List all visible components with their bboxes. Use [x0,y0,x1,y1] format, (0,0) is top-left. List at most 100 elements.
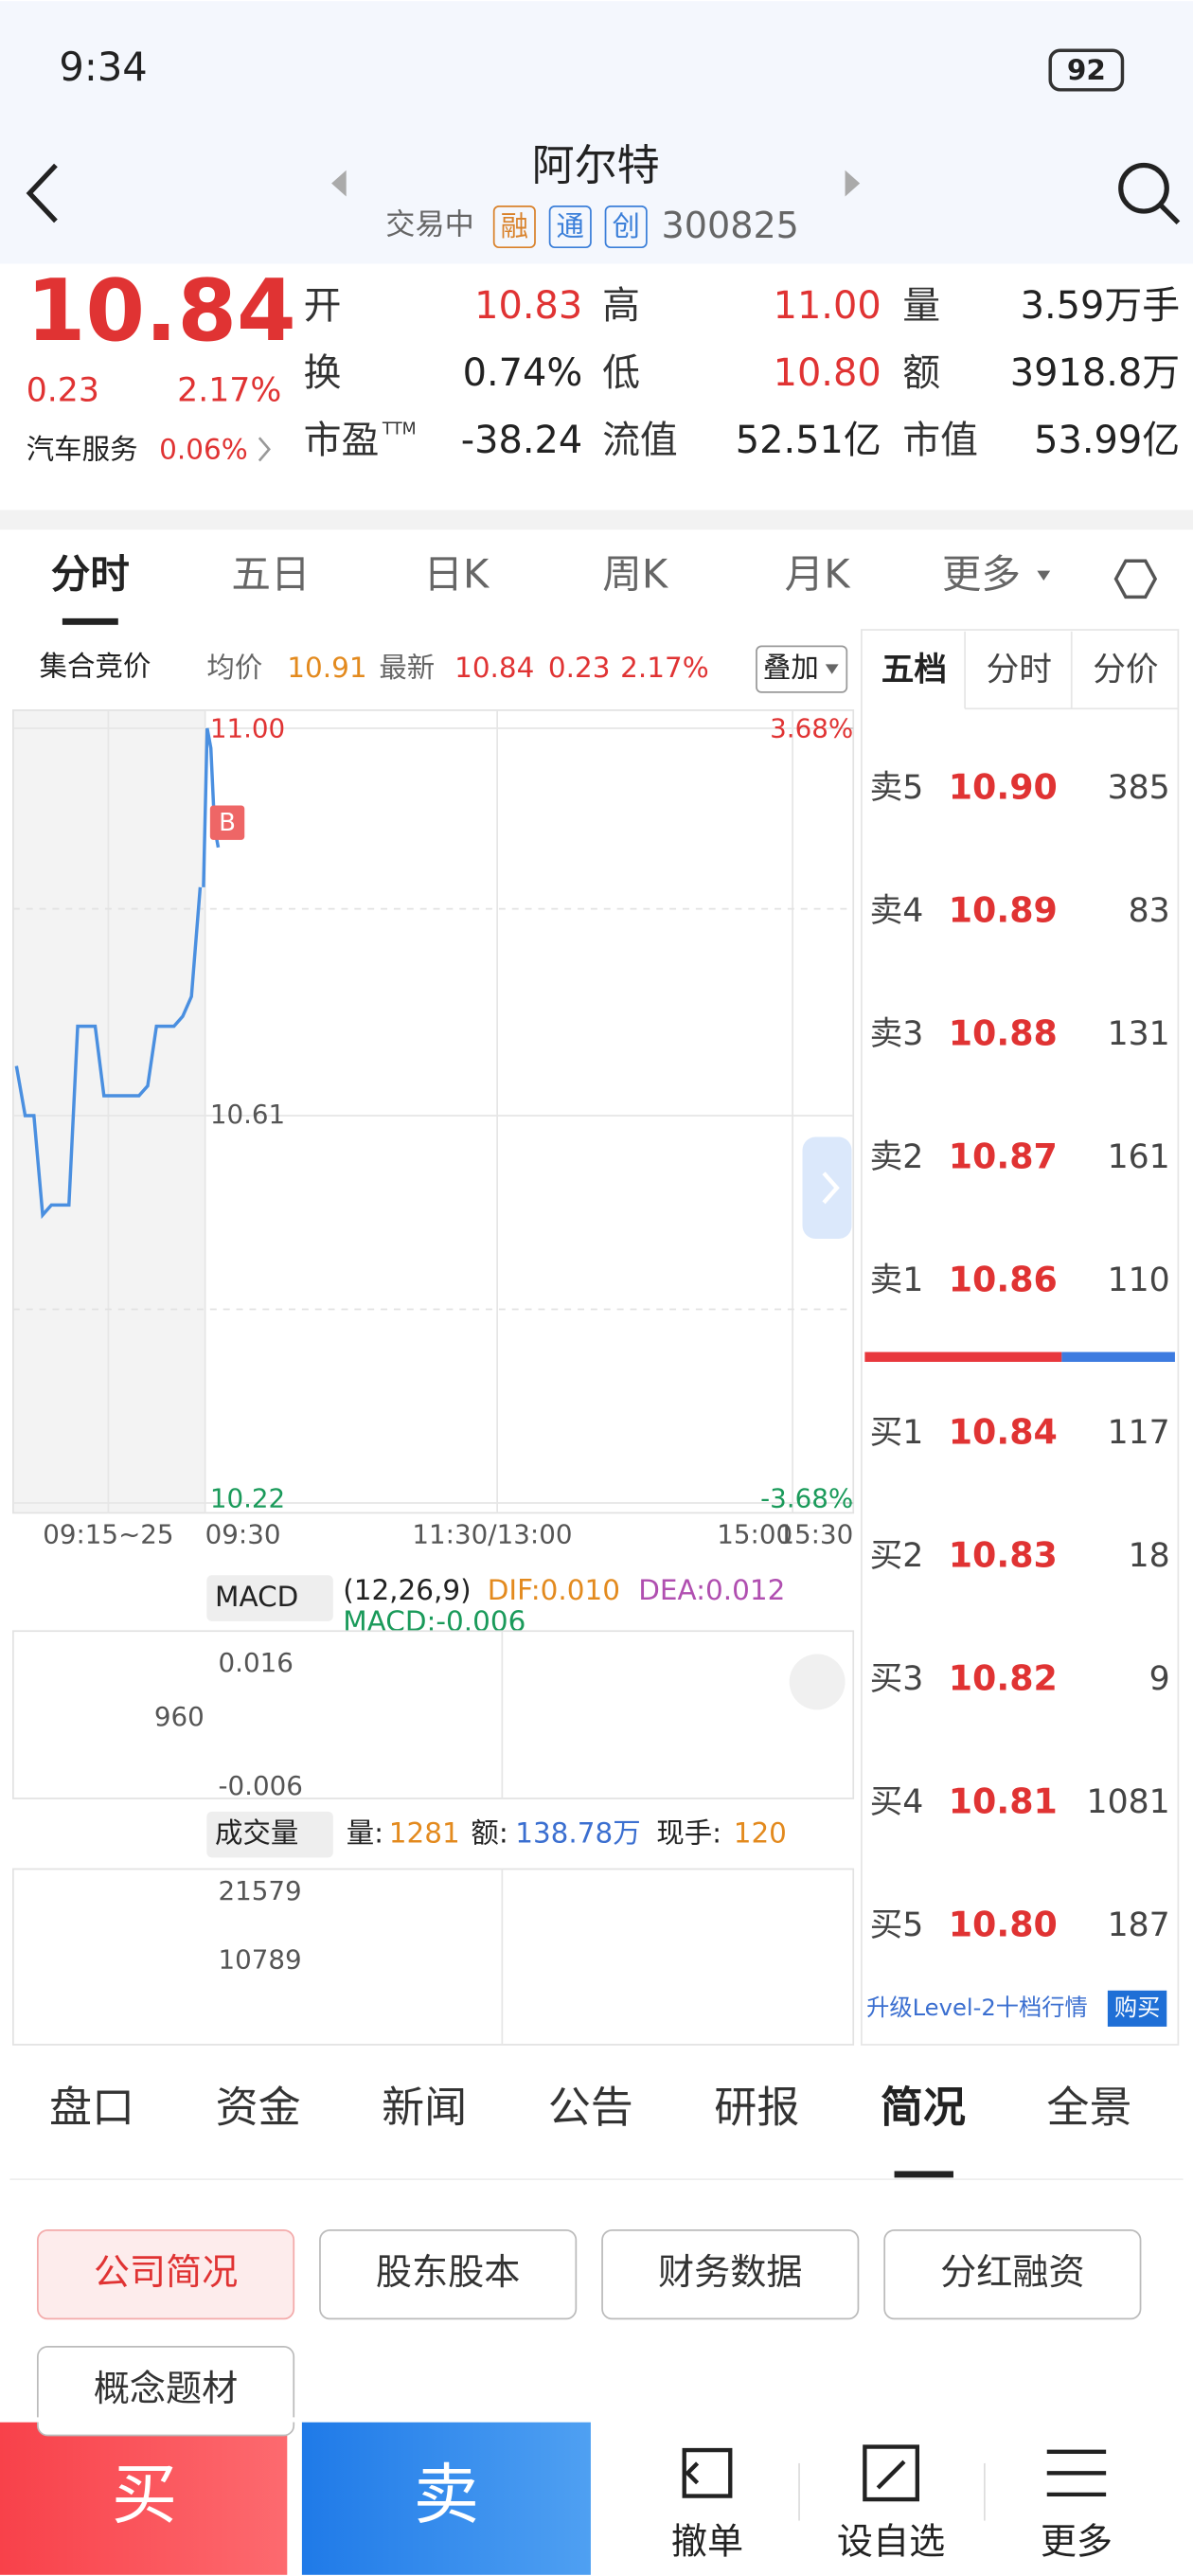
chart-tab[interactable]: 日K [423,551,490,598]
badge-box [492,205,536,249]
quote-bg [0,263,1193,510]
ob-volume: 161 [1108,1138,1170,1176]
avg: 10.91 [287,652,366,684]
y-tick-label: 11.00 [210,713,285,744]
stat-label: 开 [304,284,342,328]
profile-button[interactable] [36,2346,295,2437]
chart-frame [11,709,855,1514]
profile-button-label: 公司简况 [94,2251,238,2293]
clock: 9:34 [59,44,147,90]
chart-tab[interactable]: 月K [785,551,852,598]
stat-label: 市盈 [304,419,380,462]
pct-tick-label: 3.68% [770,713,853,744]
action-label[interactable]: 设自选 [837,2520,945,2562]
info-tab[interactable]: 新闻 [382,2082,467,2132]
ob-price: 10.86 [949,1260,1058,1300]
ob-label: 卖2 [870,1138,924,1176]
x-tick-label: 15:00 [717,1519,792,1550]
battery: 92 [1067,54,1106,86]
profile-button-label: 分红融资 [940,2251,1084,2293]
expand-icon [822,1172,840,1205]
sell-label: 卖 [414,2458,479,2533]
badge-box [548,205,592,249]
stat-value: 53.99亿 [1034,419,1180,462]
watchlist-icon[interactable] [863,2444,919,2502]
macd-name: MACD [215,1581,298,1613]
y-tick-label: 10.61 [210,1099,285,1130]
chart-tab[interactable]: 周K [602,551,669,598]
sell-button[interactable] [301,2422,591,2575]
profile-button[interactable] [319,2228,578,2320]
prev-icon[interactable] [331,170,347,197]
volume-box[interactable] [206,1811,333,1858]
action-label[interactable]: 更多 [1041,2520,1113,2562]
ob-label: 买3 [870,1660,924,1698]
expand-button[interactable] [802,1136,852,1240]
macd-top: 0.016 [219,1647,294,1678]
upgrade-link[interactable]: 升级Level-2十档行情 [866,1994,1088,2021]
profile-button-label: 股东股本 [376,2251,520,2293]
hand: 120 [734,1817,787,1850]
ob-tab[interactable]: 五档 [881,651,947,689]
ob-volume: 18 [1129,1537,1170,1575]
info-tab[interactable]: 资金 [216,2082,301,2132]
overlay-box[interactable] [756,645,848,693]
badge: 融 [501,210,528,242]
stat-value: 10.80 [774,351,881,395]
dropdown-arrow [825,664,839,674]
chevron [258,437,271,462]
profile-button[interactable] [883,2228,1142,2320]
ob-volume: 110 [1108,1261,1170,1299]
amount: 138.78万 [515,1817,641,1850]
search-icon-handle [1158,203,1181,225]
stat-label: 额 [902,351,940,395]
purchase-box[interactable] [1107,1990,1167,2027]
macd-level: 960 [154,1701,205,1732]
ob-tab[interactable]: 分价 [1093,651,1158,689]
macd-box[interactable] [206,1575,333,1621]
price: 10.84 [27,261,296,361]
ob-price: 10.87 [949,1136,1058,1177]
latest-pct: 2.17% [620,652,709,684]
ob-price: 10.89 [949,890,1058,931]
macd-frame [11,1630,855,1799]
ob-label: 卖1 [870,1261,924,1299]
profile-button[interactable] [36,2228,295,2320]
pct-tick-label: -3.68% [760,1483,853,1514]
y-tick-label: 10.22 [210,1483,285,1514]
chart-tab[interactable]: 更多 [942,551,1021,598]
settings-icon[interactable] [1113,559,1158,599]
search-icon[interactable] [1118,162,1169,214]
trade-status: 交易中 [385,208,474,242]
ob-price: 10.84 [949,1412,1058,1453]
back-icon[interactable] [26,163,58,224]
vol-label: 量: [347,1817,383,1850]
bottom-cover [0,2417,1193,2423]
ob-label: 买1 [870,1414,924,1452]
fullscreen-button[interactable] [789,1654,846,1710]
action-label[interactable]: 撤单 [671,2520,743,2562]
profile-button[interactable] [601,2228,860,2320]
ob-tab[interactable]: 分时 [987,651,1052,689]
hand-label: 现手: [656,1817,721,1850]
chart-tab[interactable]: 五日 [231,551,310,598]
buy-ratio [1061,1351,1175,1362]
stat-label: 低 [602,351,640,395]
info-tab[interactable]: 研报 [714,2082,799,2132]
info-tab[interactable]: 公告 [548,2082,633,2132]
more-icon[interactable] [1046,2449,1107,2497]
cancel-icon[interactable] [682,2447,733,2498]
buy-button[interactable] [0,2422,288,2575]
next-icon[interactable] [845,170,861,197]
ob-volume: 385 [1108,769,1170,807]
ob-price: 10.82 [949,1658,1058,1699]
info-tab[interactable]: 简况 [881,2082,966,2132]
info-tab[interactable]: 全景 [1046,2082,1131,2132]
sell-ratio [864,1351,1062,1362]
info-tab[interactable]: 盘口 [49,2082,134,2132]
macd-params: (12,26,9) [343,1574,471,1606]
macd-value: MACD:-0.006 [343,1605,525,1637]
chart-tab[interactable]: 分时 [51,551,130,598]
amount-label: 额: [471,1817,507,1850]
